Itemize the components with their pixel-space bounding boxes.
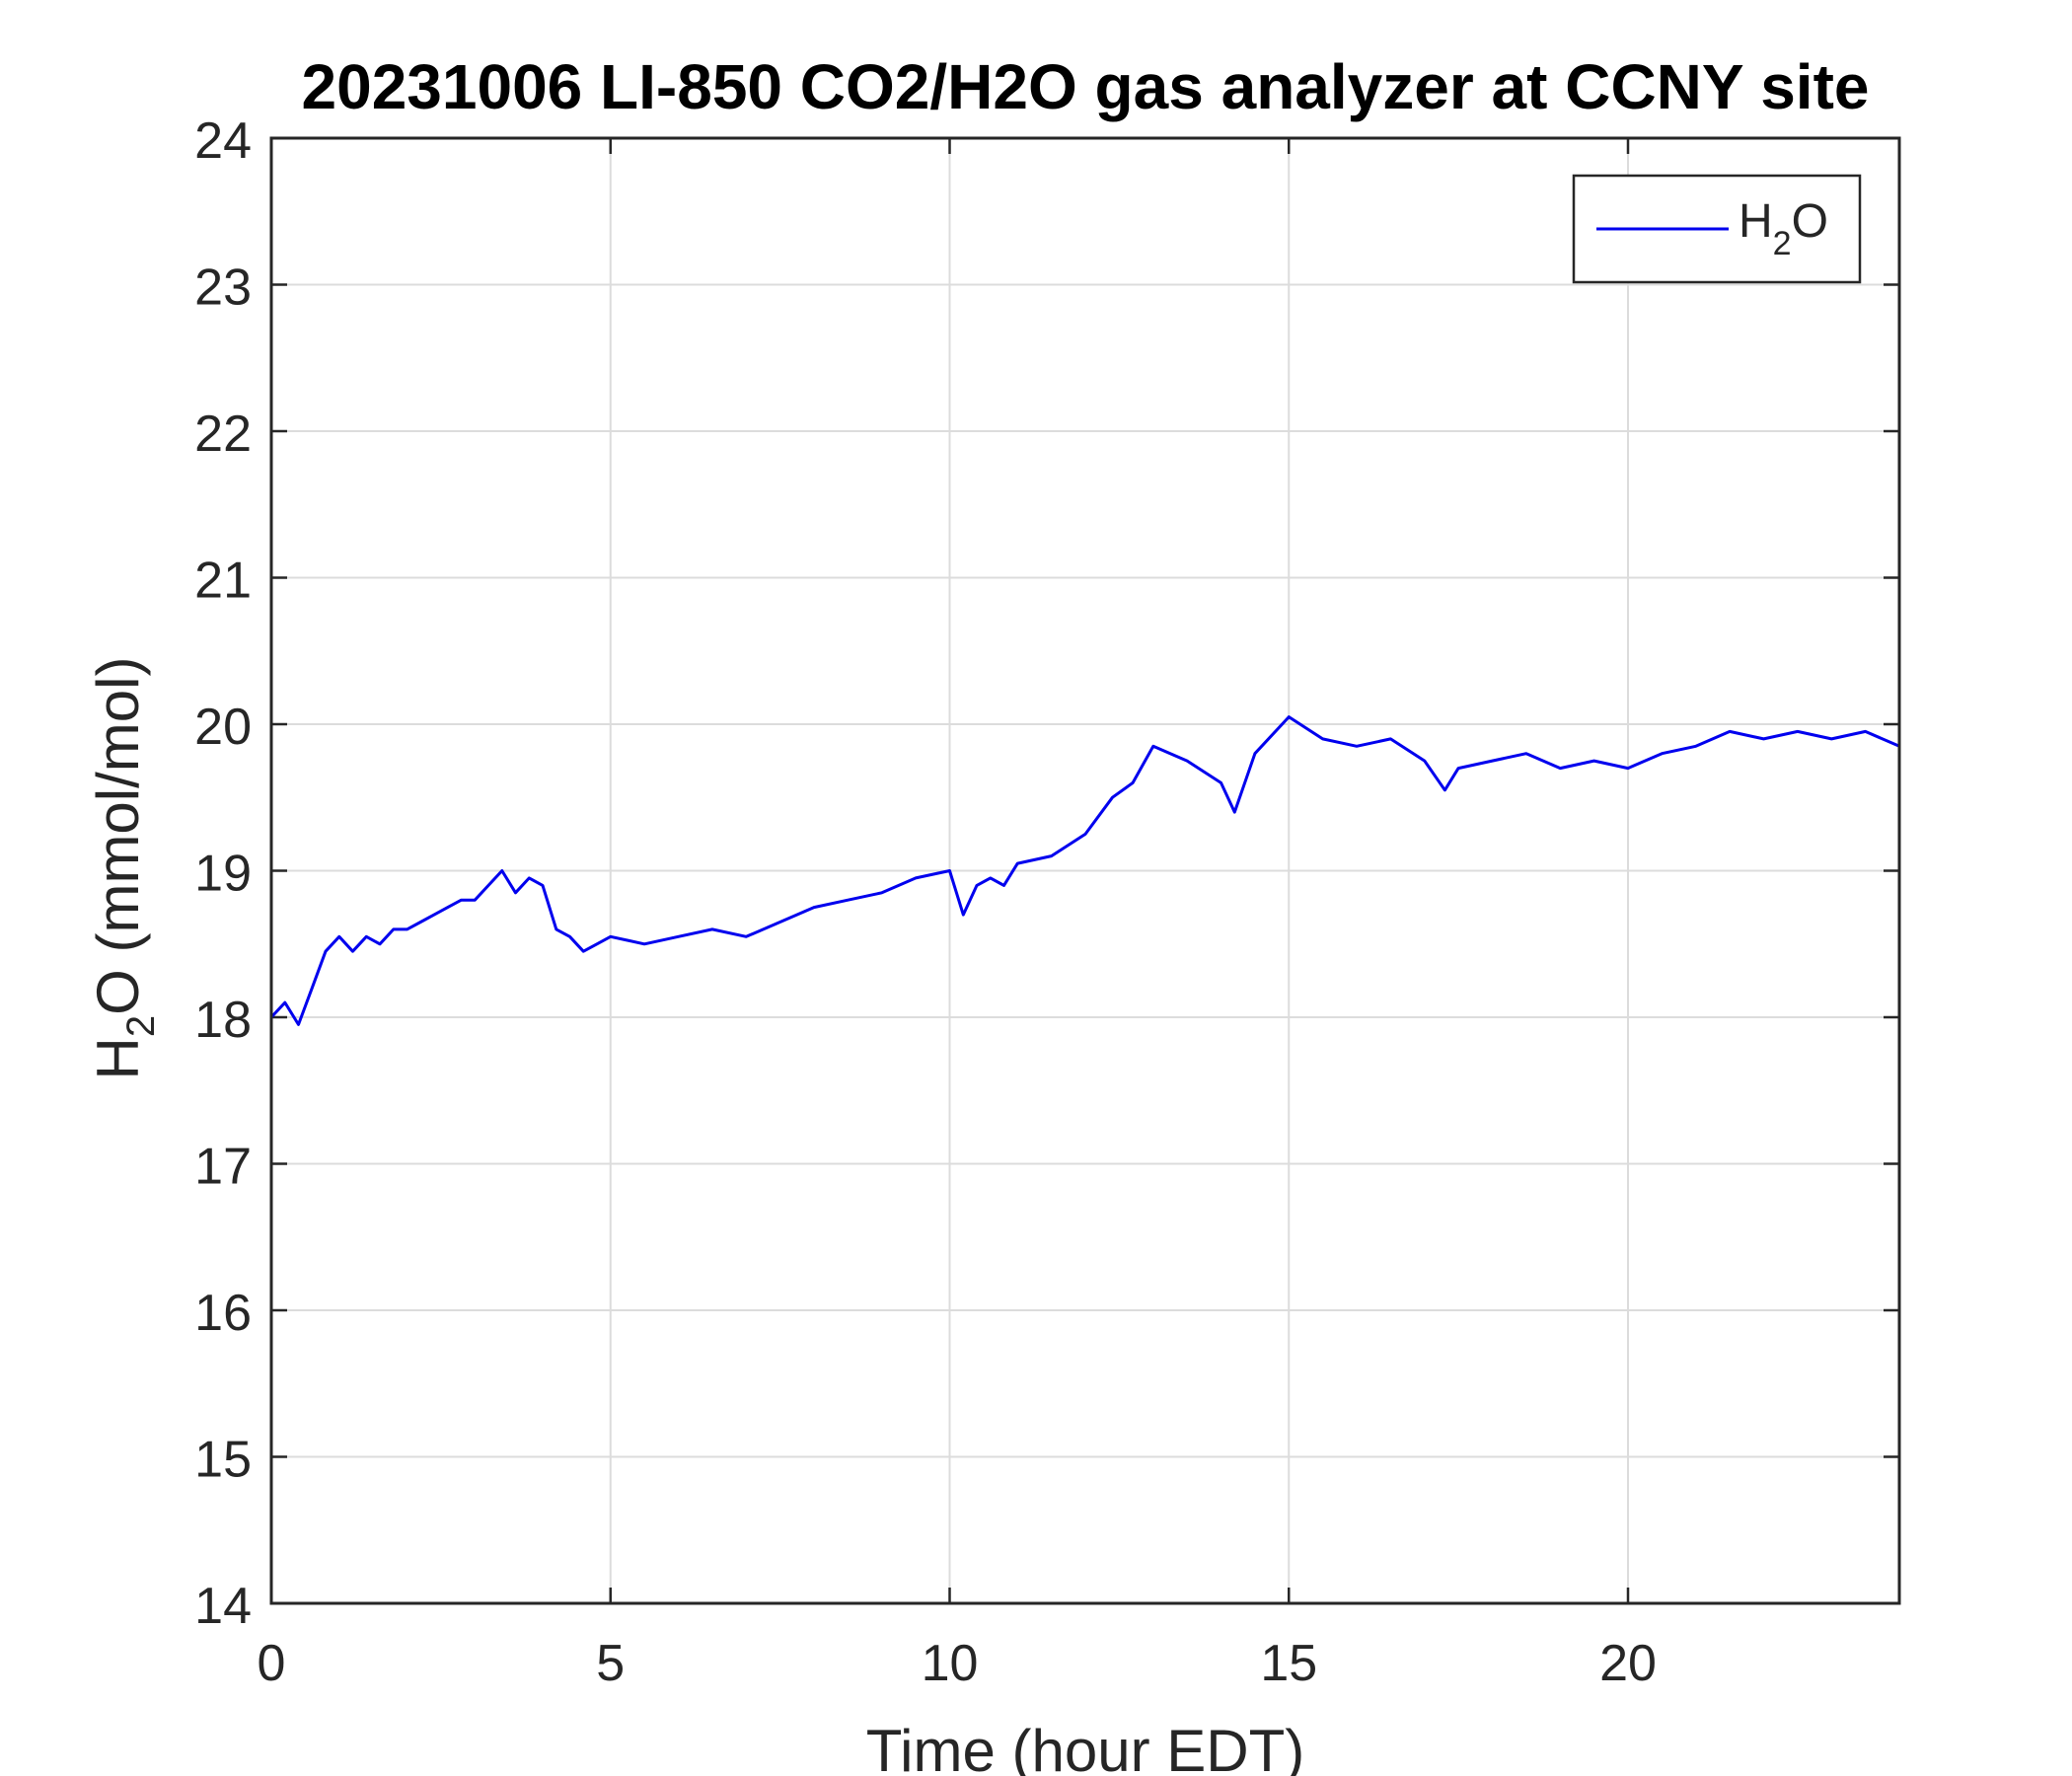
y-tick-label: 23 bbox=[194, 259, 252, 317]
x-tick-label: 0 bbox=[258, 1635, 286, 1692]
x-tick-label: 5 bbox=[596, 1635, 625, 1692]
chart-title: 20231006 LI-850 CO2/H2O gas analyzer at … bbox=[302, 51, 1870, 122]
y-tick-label: 17 bbox=[194, 1139, 252, 1196]
plot-frame bbox=[269, 136, 1901, 1605]
y-tick-label: 24 bbox=[194, 112, 252, 170]
legend: H2O bbox=[1572, 174, 1862, 284]
x-axis-label: Time (hour EDT) bbox=[866, 1718, 1305, 1776]
x-tick-label: 20 bbox=[1599, 1635, 1657, 1692]
y-tick-label: 16 bbox=[194, 1285, 252, 1342]
legend-entry-subscript: 2 bbox=[1773, 225, 1792, 262]
y-tick-label: 22 bbox=[194, 406, 252, 463]
y-axis: 14 15 16 17 18 19 20 21 22 23 24 bbox=[194, 112, 1899, 1635]
y-tick-label: 14 bbox=[194, 1578, 252, 1635]
y-tick-label: 15 bbox=[194, 1432, 252, 1489]
legend-entry-rest: O bbox=[1792, 195, 1828, 248]
y-tick-label: 20 bbox=[194, 699, 252, 756]
y-axis-label-rest: O (mmol/mol) bbox=[85, 657, 151, 1015]
y-tick-label: 19 bbox=[194, 846, 252, 903]
y-axis-label-main: H bbox=[85, 1037, 151, 1079]
x-tick-label: 15 bbox=[1260, 1635, 1317, 1692]
x-tick-label: 10 bbox=[922, 1635, 979, 1692]
legend-entry: H2O bbox=[1739, 195, 1828, 262]
y-tick-label: 21 bbox=[194, 553, 252, 610]
y-axis-label-subscript: 2 bbox=[119, 1015, 163, 1037]
legend-entry-main: H bbox=[1739, 195, 1773, 248]
y-tick-label: 18 bbox=[194, 992, 252, 1049]
y-axis-label: H2O (mmol/mol) bbox=[85, 657, 163, 1080]
series-group bbox=[271, 715, 1899, 1026]
series-line-h2o bbox=[271, 715, 1899, 1026]
